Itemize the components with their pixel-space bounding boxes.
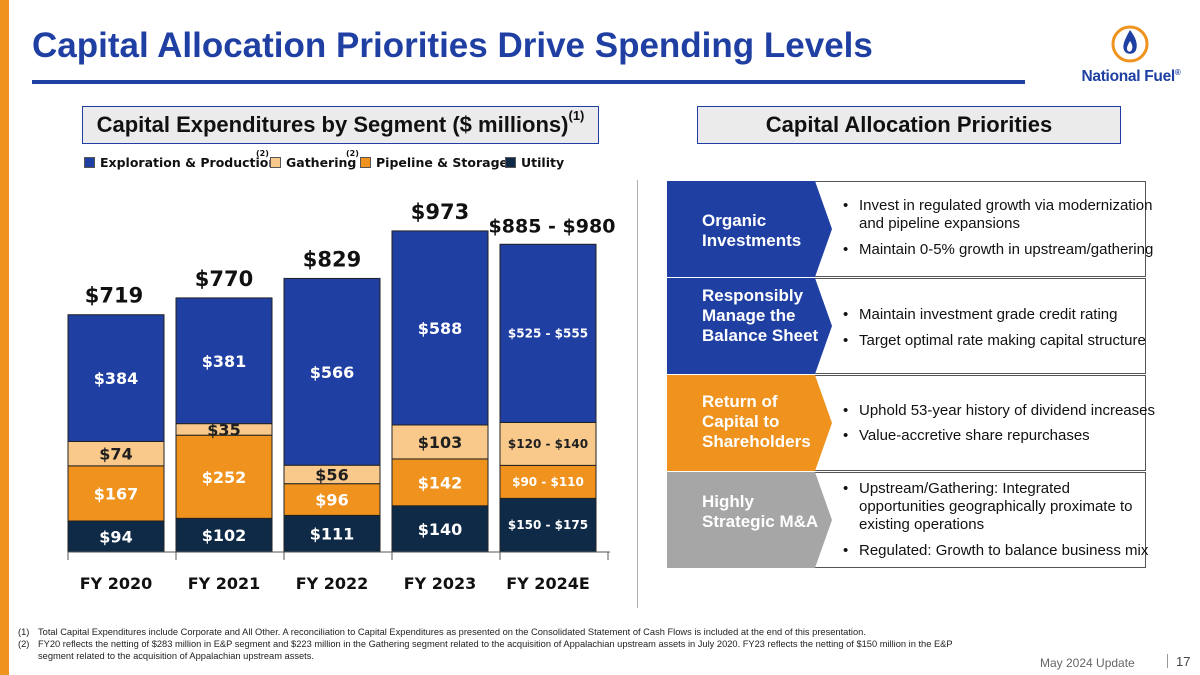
legend-swatch [84,157,95,168]
bar-total-label: $973 [411,200,469,224]
priority-bullet: Target optimal rate making capital struc… [837,332,1157,350]
bar-segment-utility [499,497,597,553]
legend-swatch [360,157,371,168]
bar-value-label: $167 [94,484,139,503]
priority-bullet: Maintain investment grade credit rating [837,306,1157,324]
accent-stripe [0,0,9,675]
priorities-panel-header: Capital Allocation Priorities [697,106,1121,144]
bar-segment-gathering [499,421,597,466]
priority-label-card: Highly Strategic M&A [667,472,832,568]
priority-label-card: Responsibly Manage the Balance Sheet [667,278,832,374]
bar-value-label: $381 [202,352,247,371]
x-tick-label: FY 2022 [296,574,369,593]
bar-segment-exploration-production [67,314,165,442]
bar-value-label: $384 [94,369,139,388]
legend-swatch [505,157,516,168]
bar-segment-pipeline-storage [391,458,489,507]
bar-value-label: $74 [99,445,132,464]
bar-value-label: $94 [99,527,132,546]
legend-swatch [270,157,281,168]
priority-label-text: Organic Investments [702,211,802,250]
bar-value-label: $142 [418,473,463,492]
bar-segment-utility [67,520,165,553]
bar-segment-gathering [67,440,165,467]
bar-value-label: $103 [418,433,463,452]
priority-bullet: Maintain 0-5% growth in upstream/gatheri… [837,241,1157,259]
logo-wordmark: National Fuel® [1081,68,1181,86]
bar-value-label: $35 [207,420,240,439]
bar-segment-utility [283,514,381,553]
priority-row: Highly Strategic M&AUpstream/Gathering: … [667,472,1148,568]
bar-value-label: $525 - $555 [508,326,588,340]
x-tick-label: FY 2021 [188,574,261,593]
bar-total-label: $885 - $980 [489,215,616,237]
priority-bullet: Invest in regulated growth via moderniza… [837,197,1157,233]
flame-logo-icon [1111,25,1149,63]
x-tick-label: FY 2024E [506,574,590,593]
bar-value-label: $96 [315,491,348,510]
page-number: 17 [1176,654,1191,669]
panel-divider [637,180,638,608]
priority-row: Organic InvestmentsInvest in regulated g… [667,181,1153,277]
bar-segment-utility [391,505,489,553]
priority-label-card: Organic Investments [667,181,832,277]
bar-segment-exploration-production [391,230,489,426]
x-tick-label: FY 2020 [80,574,153,593]
bar-value-label: $588 [418,319,463,338]
bar-total-label: $770 [195,267,253,291]
priority-bullet: Value-accretive share repurchases [837,427,1157,445]
priority-bullet: Upstream/Gathering: Integrated opportuni… [837,480,1157,534]
bar-value-label: $56 [315,465,348,484]
priority-row-frame [667,278,1146,374]
bar-total-label: $719 [85,284,143,308]
bar-value-label: $566 [310,363,355,382]
bar-segment-pipeline-storage [175,434,273,519]
bar-total-label: $829 [303,247,361,271]
priority-label-text: Responsibly Manage the Balance Sheet [702,286,819,345]
priority-bullet: Uphold 53-year history of dividend incre… [837,402,1157,420]
footer-separator [1167,654,1168,668]
priority-label-card: Return of Capital to Shareholders [667,375,832,471]
chart-panel-header: Capital Expenditures by Segment ($ milli… [82,106,599,144]
priority-label-text: Highly Strategic M&A [702,492,819,531]
footer-date: May 2024 Update [1040,656,1135,670]
bar-value-label: $120 - $140 [508,437,588,451]
company-logo: National Fuel® [1072,24,1190,92]
slide-title: Capital Allocation Priorities Drive Spen… [32,26,873,65]
bar-value-label: $252 [202,468,247,487]
priority-row: Responsibly Manage the Balance SheetMain… [667,278,1146,374]
title-underline [32,80,1025,84]
bar-value-label: $90 - $110 [512,475,584,489]
priority-row: Return of Capital to Shareholders Uphold … [667,375,1155,471]
bar-segment-exploration-production [283,277,381,466]
priority-row-frame [667,375,1146,471]
bar-value-label: $111 [310,525,355,544]
bar-value-label: $102 [202,526,247,545]
bar-segment-exploration-production [175,297,273,425]
bar-segment-pipeline-storage [67,465,165,522]
priority-bullet: Regulated: Growth to balance business mi… [837,542,1157,560]
bar-segment-exploration-production [499,243,597,423]
priority-label-text: Return of Capital to Shareholders [702,392,811,451]
footnote-1: (1) Total Capital Expenditures include Co… [18,627,866,637]
bar-segment-pipeline-storage [499,464,597,499]
bar-value-label: $140 [418,520,463,539]
footnote-2: (2) FY20 reflects the netting of $283 mil… [18,639,953,661]
x-tick-label: FY 2023 [404,574,477,593]
footnotes: (1) Total Capital Expenditures include Co… [18,626,978,662]
bar-value-label: $150 - $175 [508,518,588,532]
